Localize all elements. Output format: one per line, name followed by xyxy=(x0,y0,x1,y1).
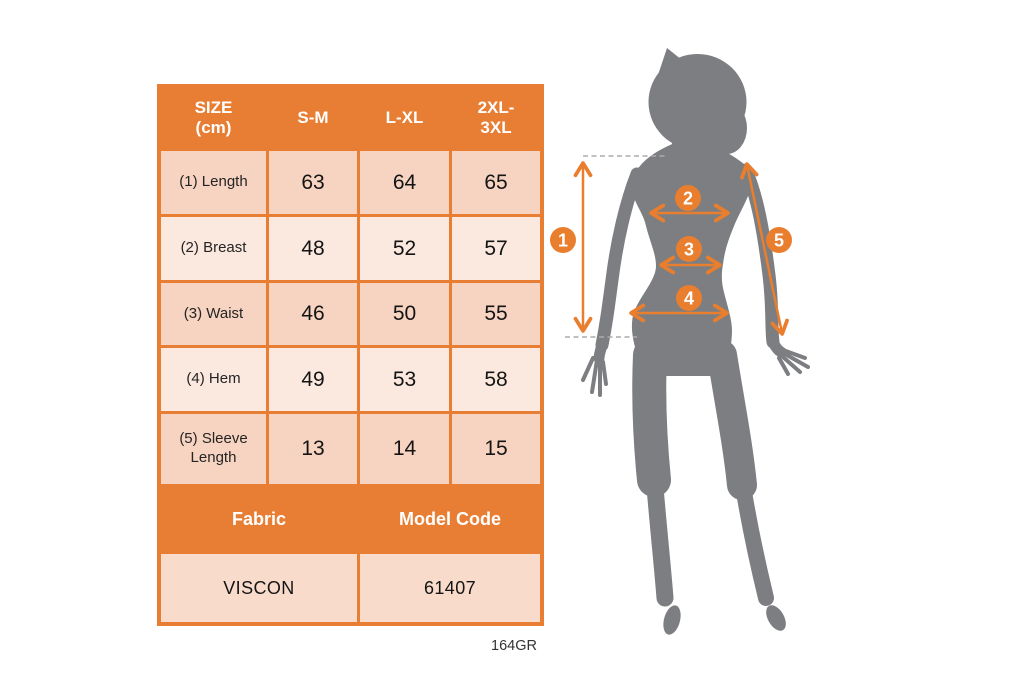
measure-markers: 1 2 3 4 5 xyxy=(550,185,792,311)
body-silhouette xyxy=(581,48,810,635)
marker-1-circle xyxy=(550,227,576,253)
value-breast-lxl: 52 xyxy=(360,217,449,280)
fabric-header: Fabric xyxy=(161,487,357,551)
right-leg xyxy=(707,340,774,606)
value-waist-lxl: 50 xyxy=(360,283,449,345)
header-2xl-3xl: 2XL-3XL xyxy=(452,88,540,148)
row-label-sleeve-length: (5) Sleeve Length xyxy=(161,414,266,484)
row-label-length: (1) Length xyxy=(161,151,266,214)
measurement-figure: 1 2 3 4 5 xyxy=(550,48,810,635)
header-l-xl: L-XL xyxy=(360,88,449,148)
header-size-cm-label: SIZE (cm) xyxy=(194,97,233,137)
marker-4-circle xyxy=(676,285,702,311)
value-waist-sm: 46 xyxy=(269,283,357,345)
left-leg xyxy=(632,338,674,607)
marker-5-number: 5 xyxy=(774,231,784,251)
value-hem-lxl: 53 xyxy=(360,348,449,411)
size-table: SIZE (cm) S-M L-XL 2XL-3XL (1) Length 63… xyxy=(157,84,544,626)
header-s-m: S-M xyxy=(269,88,357,148)
row-label-waist: (3) Waist xyxy=(161,283,266,345)
marker-4-number: 4 xyxy=(684,289,694,309)
marker-1-number: 1 xyxy=(558,231,568,251)
fabric-value: VISCON xyxy=(161,554,357,622)
model-code-header: Model Code xyxy=(360,487,540,551)
header-s-m-label: S-M xyxy=(297,107,329,127)
left-arm xyxy=(581,167,644,397)
header-size-cm: SIZE (cm) xyxy=(161,88,266,148)
row-label-hem: (4) Hem xyxy=(161,348,266,411)
marker-3-number: 3 xyxy=(684,240,694,260)
value-length-sm: 63 xyxy=(269,151,357,214)
footer-code: 164GR xyxy=(491,638,537,654)
value-hem-sm: 49 xyxy=(269,348,357,411)
value-sleeve-lxl: 14 xyxy=(360,414,449,484)
value-length-lxl: 64 xyxy=(360,151,449,214)
model-code-value: 61407 xyxy=(360,554,540,622)
measure-arrow-sleeve xyxy=(740,162,789,336)
header-l-xl-label: L-XL xyxy=(385,107,424,127)
value-waist-2xl: 55 xyxy=(452,283,540,345)
header-2xl-3xl-label: 2XL-3XL xyxy=(477,97,515,137)
value-breast-2xl: 57 xyxy=(452,217,540,280)
value-breast-sm: 48 xyxy=(269,217,357,280)
marker-3-circle xyxy=(676,236,702,262)
value-length-2xl: 65 xyxy=(452,151,540,214)
value-sleeve-sm: 13 xyxy=(269,414,357,484)
marker-2-number: 2 xyxy=(683,189,693,209)
value-sleeve-2xl: 15 xyxy=(452,414,540,484)
row-label-breast: (2) Breast xyxy=(161,217,266,280)
value-hem-2xl: 58 xyxy=(452,348,540,411)
marker-2-circle xyxy=(675,185,701,211)
marker-5-circle xyxy=(766,227,792,253)
